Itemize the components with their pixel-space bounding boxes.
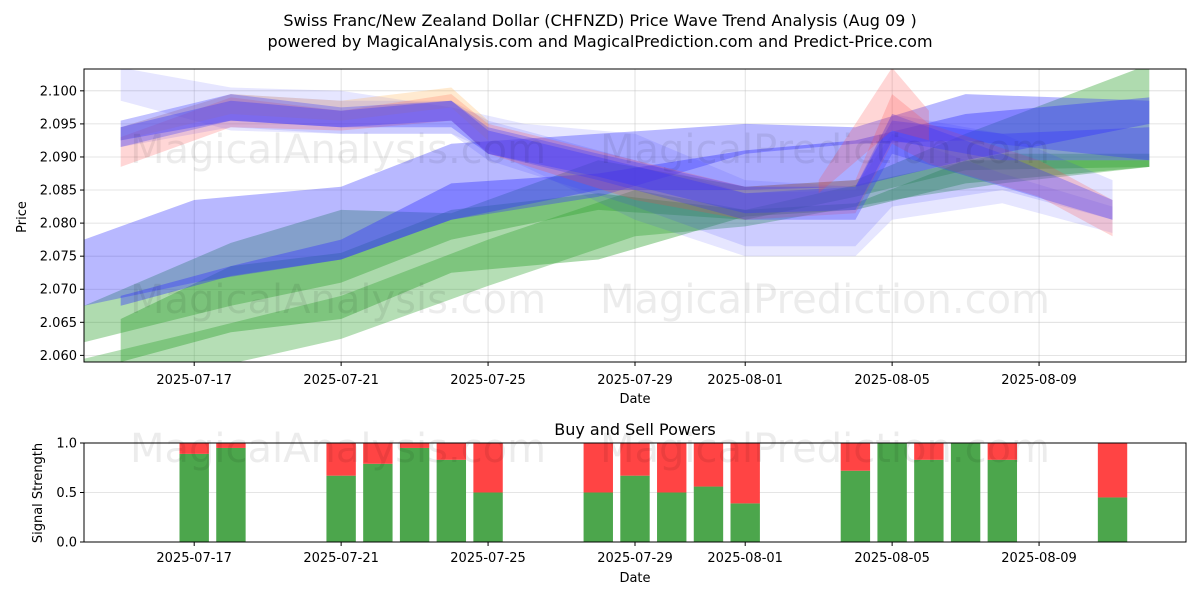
signal-x-tick-label: 2025-07-17 <box>156 551 232 566</box>
signal-x-axis: 2025-07-17 2025-07-21 2025-07-25 2025-07-29… <box>156 542 1077 566</box>
buy-power-bar <box>840 470 871 542</box>
buy-power-bar <box>693 486 724 542</box>
price-wave-band-blue <box>84 94 1150 306</box>
price-y-tick-label: 2.095 <box>40 117 77 132</box>
signal-y-tick-label: 0.0 <box>56 536 77 551</box>
price-x-tick-label: 2025-08-09 <box>1001 373 1077 388</box>
price-y-axis-label: Price <box>15 201 30 233</box>
buy-power-bar <box>914 459 944 542</box>
price-wave-band-red <box>818 69 929 194</box>
buy-power-bar <box>583 492 613 542</box>
watermark-top-analysis-1: MagicalAnalysis.com <box>130 127 546 173</box>
price-wave-bands <box>84 69 1150 362</box>
buy-power-bar <box>473 492 503 542</box>
price-wave-band-orange <box>120 87 489 141</box>
signal-y-axis: 0.0 0.5 1.0 <box>56 437 84 551</box>
price-x-tick-label: 2025-08-01 <box>707 373 783 388</box>
price-x-tick-label: 2025-07-25 <box>450 373 526 388</box>
price-y-tick-label: 2.075 <box>40 250 77 265</box>
buy-power-bar <box>179 453 209 542</box>
price-wave-band-red <box>120 94 1113 237</box>
buy-power-bar <box>1097 497 1128 542</box>
chart-title-line1: Swiss Franc/New Zealand Dollar (CHFNZD) … <box>283 11 916 30</box>
signal-y-axis-label: Signal Strength <box>31 443 46 543</box>
buy-power-bar <box>363 463 393 542</box>
price-y-tick-label: 2.100 <box>40 84 77 99</box>
sell-power-bar <box>399 443 430 448</box>
buy-power-bar <box>987 459 1018 542</box>
buy-sell-title: Buy and Sell Powers <box>554 420 716 439</box>
sell-power-bar <box>363 443 393 464</box>
sell-power-bar <box>840 443 871 471</box>
watermark-top-analysis-2: MagicalAnalysis.com <box>130 277 546 323</box>
sell-power-bar <box>657 443 687 493</box>
sell-power-bar <box>914 443 944 460</box>
price-x-tick-label: 2025-07-29 <box>597 373 673 388</box>
price-wave-band-blue <box>120 97 1150 306</box>
price-y-tick-label: 2.070 <box>40 283 77 298</box>
price-y-tick-label: 2.080 <box>40 217 77 232</box>
price-x-tick-label: 2025-07-21 <box>303 373 379 388</box>
price-wave-band-blue <box>120 69 1113 257</box>
price-x-tick-label: 2025-08-05 <box>854 373 930 388</box>
buy-power-bar <box>620 475 650 542</box>
sell-power-bar <box>730 443 760 504</box>
watermark-top-prediction-1: MagicalPrediction.com <box>600 127 1050 173</box>
signal-x-axis-label: Date <box>619 571 650 586</box>
buy-power-bar <box>877 443 907 542</box>
price-wave-band-green <box>120 160 1150 362</box>
buy-sell-panel: Buy and Sell Powers MagicalAnalysis.com … <box>31 420 1187 586</box>
signal-x-tick-label: 2025-08-09 <box>1001 551 1077 566</box>
price-wave-band-blue <box>120 94 1113 220</box>
sell-power-bar <box>987 443 1018 460</box>
price-y-tick-label: 2.065 <box>40 316 77 331</box>
buy-power-bar <box>436 459 467 542</box>
buy-power-bar <box>216 447 246 542</box>
buy-power-bar <box>657 492 687 542</box>
sell-power-bar <box>436 443 467 460</box>
price-y-axis: 2.060 2.065 2.070 2.075 2.080 2.085 2.090 2.095… <box>40 84 84 364</box>
signal-x-tick-label: 2025-08-05 <box>854 551 930 566</box>
chart-title-line2: powered by MagicalAnalysis.com and Magic… <box>267 32 932 51</box>
price-x-axis-label: Date <box>619 392 650 407</box>
signal-y-tick-label: 1.0 <box>56 437 77 452</box>
price-wave-band-blue <box>120 100 1150 214</box>
price-wave-band-green <box>84 153 1150 362</box>
sell-power-bar <box>693 443 724 487</box>
buy-power-bar <box>326 475 356 542</box>
watermark-top-prediction-2: MagicalPrediction.com <box>600 277 1050 323</box>
signal-x-tick-label: 2025-07-25 <box>450 551 526 566</box>
signal-bars <box>179 443 1128 542</box>
price-wave-band-blue <box>120 94 1113 247</box>
signal-x-tick-label: 2025-07-29 <box>597 551 673 566</box>
sell-power-bar <box>326 443 356 476</box>
price-y-tick-label: 2.090 <box>40 150 77 165</box>
sell-power-bar <box>216 443 246 448</box>
buy-power-bar <box>730 503 760 542</box>
sell-power-bar <box>620 443 650 476</box>
watermark-bottom-prediction: MagicalPrediction.com <box>600 426 1050 472</box>
price-wave-band-green <box>84 69 1150 343</box>
price-x-tick-label: 2025-07-17 <box>156 373 232 388</box>
signal-y-tick-label: 0.5 <box>56 486 77 501</box>
price-x-axis: 2025-07-17 2025-07-21 2025-07-25 2025-07-29… <box>156 362 1077 388</box>
price-grid <box>84 69 1186 362</box>
buy-power-bar <box>399 447 430 542</box>
sell-power-bar <box>583 443 613 493</box>
buy-power-bar <box>950 443 981 542</box>
sell-power-bar <box>1097 443 1128 498</box>
watermark-bottom-analysis: MagicalAnalysis.com <box>130 426 546 472</box>
sell-power-bar <box>179 443 209 454</box>
price-y-tick-label: 2.085 <box>40 184 77 199</box>
price-y-tick-label: 2.060 <box>40 349 77 364</box>
price-wave-panel: MagicalAnalysis.com MagicalPrediction.co… <box>15 68 1187 407</box>
signal-x-tick-label: 2025-08-01 <box>707 551 783 566</box>
sell-power-bar <box>473 443 503 493</box>
signal-x-tick-label: 2025-07-21 <box>303 551 379 566</box>
